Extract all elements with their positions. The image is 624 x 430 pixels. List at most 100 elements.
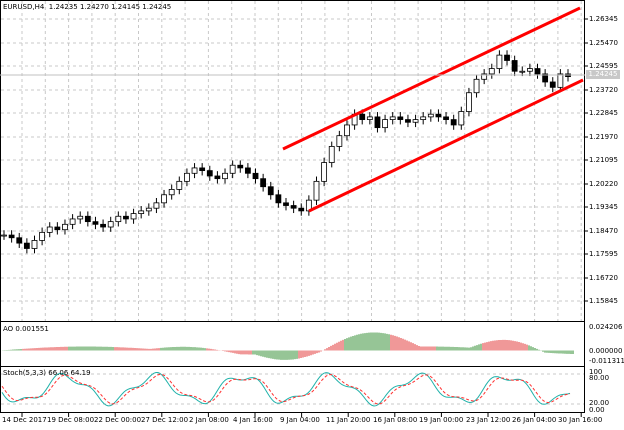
time-label: 27 Dec 12:00 (141, 416, 189, 424)
price-label: 1.15845 (589, 297, 618, 305)
candle-body (526, 68, 533, 72)
stoch-main-line (1, 372, 571, 407)
candle-body (549, 81, 556, 88)
candle-body (435, 113, 442, 118)
time-label: 30 Jan 16:00 (558, 416, 603, 424)
candle-body (481, 73, 488, 80)
price-label: 1.17595 (589, 250, 618, 258)
candle-body (519, 70, 526, 73)
candle-body (557, 73, 564, 88)
price-label: 1.26345 (589, 15, 618, 23)
candle-body (412, 119, 419, 123)
candle-body (290, 205, 297, 209)
time-label: 22 Dec 00:00 (94, 416, 142, 424)
channel-lower-line[interactable] (308, 78, 584, 213)
stoch-scale-label: 20.00 (589, 399, 610, 407)
candle-body (336, 135, 343, 147)
candle-body (77, 215, 84, 220)
candle-body (382, 119, 388, 129)
channel-upper-line[interactable] (282, 6, 581, 151)
candle-body (237, 164, 244, 169)
price-label: 1.22845 (589, 109, 618, 117)
candle-body (23, 242, 30, 249)
stoch-lines (1, 372, 571, 407)
stoch-signal-line (1, 373, 571, 405)
candle-body (267, 186, 274, 196)
candle-body (214, 175, 221, 180)
candle-body (473, 78, 480, 94)
candle-body (39, 231, 46, 241)
main-panel-frame (0, 0, 585, 322)
candle-body (313, 180, 320, 201)
price-label: 1.21095 (589, 156, 618, 164)
candle-body (184, 172, 190, 182)
time-label: 11 Jan 20:00 (326, 416, 371, 424)
candle-body (366, 116, 373, 120)
price-label: 1.20220 (589, 180, 618, 188)
candle-body (374, 116, 381, 129)
candle-body (321, 162, 328, 182)
time-label: 14 Dec 2017 (2, 416, 47, 424)
price-label: 1.24595 (589, 62, 618, 70)
ao-label: AO 0.001551 (3, 325, 49, 333)
time-label: 19 Dec 08:00 (47, 416, 95, 424)
candle-body (69, 218, 76, 225)
ao-scale-label: -0.011311 (589, 357, 624, 365)
candle-body (244, 167, 251, 174)
time-label: 9 Jan 04:00 (280, 416, 320, 424)
ao-scale-label: 0.000000 (589, 347, 623, 355)
candle-body (328, 146, 335, 163)
candle-body (405, 119, 411, 123)
stoch-scale-label: 0.00 (589, 406, 605, 414)
stoch-scale-label: 100 (589, 368, 603, 376)
candle-body (62, 223, 68, 231)
candle-body (511, 60, 518, 72)
candle-body (191, 167, 198, 174)
candle-body (389, 116, 396, 120)
candle-body (229, 164, 236, 174)
candle-body (305, 199, 312, 212)
ohlc-values: 1.24235 1.24270 1.24145 1.24245 (48, 3, 172, 11)
candle-body (199, 167, 206, 172)
candle-body (130, 213, 137, 220)
candle-body (206, 170, 213, 177)
current-price-tag: 1.24245 (586, 70, 620, 79)
time-label: 26 Jan 04:00 (512, 416, 557, 424)
ao-histogram (2, 332, 574, 360)
candle-body (458, 111, 465, 126)
candle-body (16, 237, 23, 244)
time-label: 4 Jan 16:00 (233, 416, 273, 424)
candle-body (450, 119, 457, 126)
candle-body (397, 116, 404, 120)
price-label: 1.25470 (589, 39, 618, 47)
candle-body (534, 68, 541, 75)
candle-body (107, 221, 114, 228)
time-label: 2 Jan 08:00 (189, 416, 229, 424)
price-label: 1.23720 (589, 86, 618, 94)
candle-body (54, 226, 61, 231)
candle-body (161, 194, 167, 204)
price-label: 1.16720 (589, 274, 618, 282)
candle-body (488, 68, 495, 75)
candle-body (92, 221, 99, 225)
axis-ticks (21, 18, 588, 417)
price-candles (1, 50, 571, 254)
ao-scale-label: 0.024206 (589, 323, 623, 331)
time-label: 23 Jan 12:00 (466, 416, 511, 424)
grid-lines (1, 1, 584, 405)
candle-body (176, 180, 183, 190)
symbol-label: EURUSD,H4 1.24235 1.24270 1.24145 1.2424… (3, 3, 172, 11)
candle-body (222, 172, 228, 180)
candle-body (466, 92, 472, 112)
price-label: 1.18470 (589, 227, 618, 235)
time-label: 19 Jan 00:00 (419, 416, 464, 424)
stoch-scale-label: 80.00 (589, 374, 610, 382)
candle-body (31, 240, 38, 249)
candle-body (542, 73, 549, 83)
candle-body (168, 189, 175, 196)
candle-body (298, 207, 305, 212)
candle-body (145, 207, 152, 212)
stoch-label: Stoch(5,3,3) 66.06 64.19 (3, 369, 91, 377)
candle-body (123, 215, 129, 220)
